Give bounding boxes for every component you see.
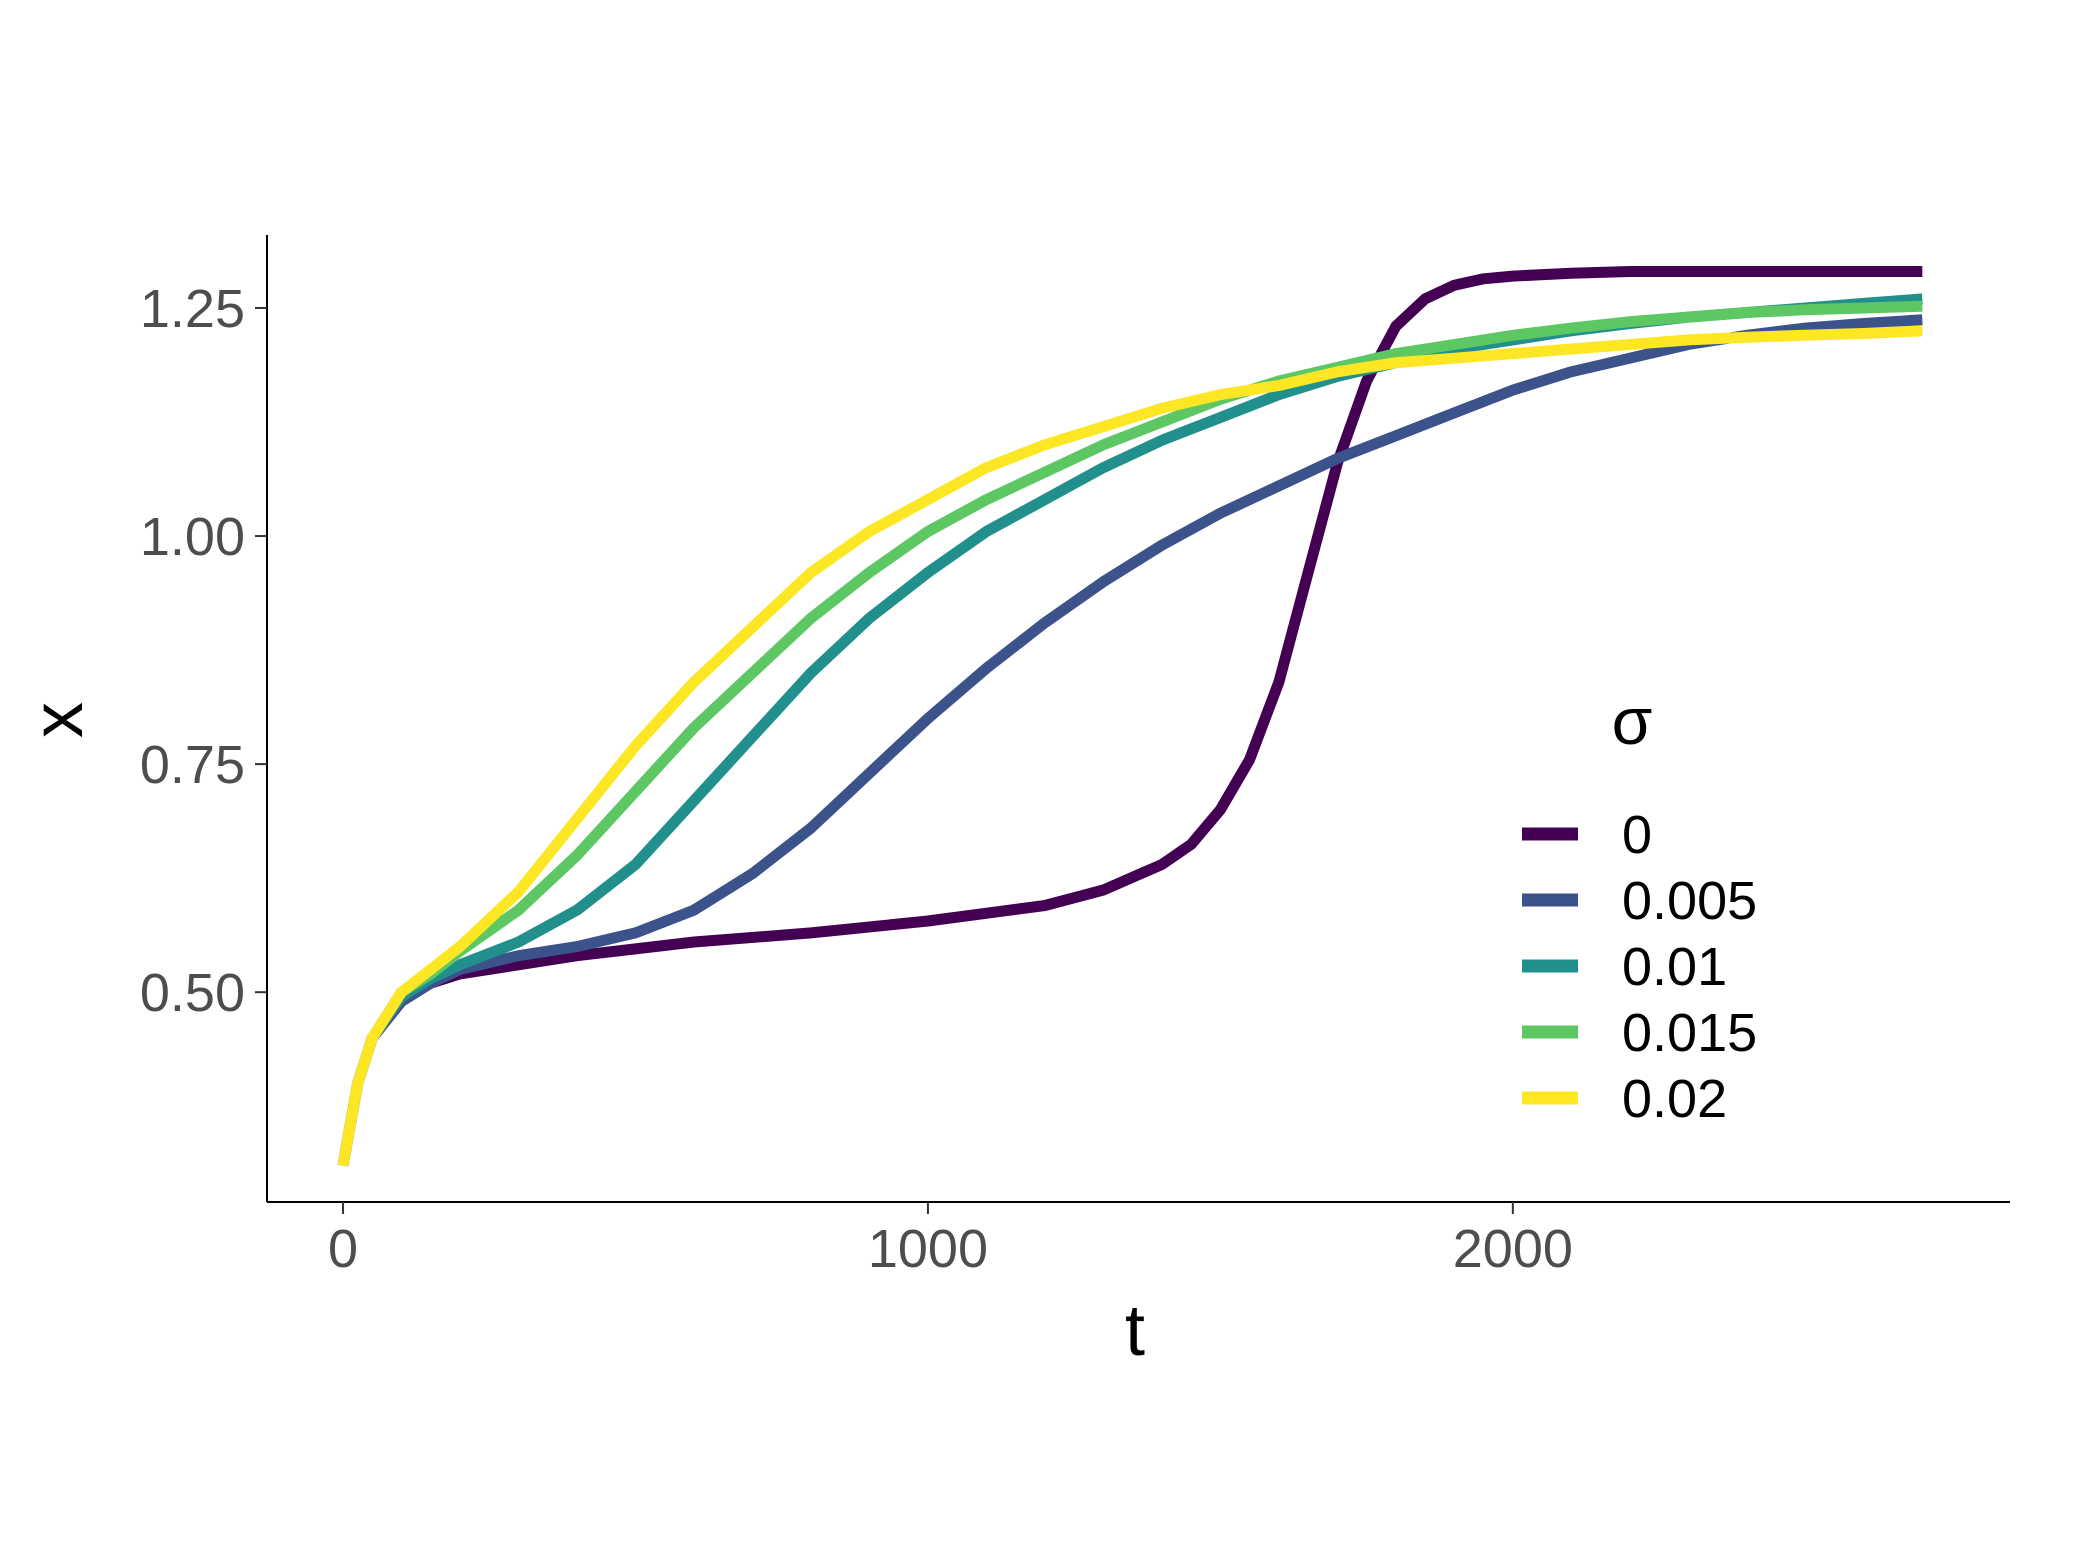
legend-label-3: 0.015: [1622, 1003, 1757, 1063]
x-tick-label: 2000: [1453, 1219, 1573, 1279]
axes-layer: [266, 235, 2010, 1203]
y-axis-title: x: [18, 702, 98, 738]
y-tick-label: 0.75: [140, 735, 245, 795]
legend-label-0: 0: [1622, 805, 1652, 865]
legend-label-1: 0.005: [1622, 871, 1757, 931]
y-tick-label: 1.00: [140, 507, 245, 567]
legend-title: σ: [1612, 684, 1653, 758]
legend-label-2: 0.01: [1622, 937, 1727, 997]
legend-label-4: 0.02: [1622, 1069, 1727, 1129]
x-axis-title: t: [1125, 1291, 1145, 1371]
series-line-4: [337, 325, 1923, 1167]
y-tick-label: 1.25: [140, 279, 245, 339]
x-tick-label: 0: [328, 1219, 358, 1279]
x-tick-label: 1000: [868, 1219, 988, 1279]
y-tick-label: 0.50: [140, 963, 245, 1023]
series-layer: [337, 266, 1923, 1167]
ticks-layer: 0 1000 2000 0.50 0.75 1.00 1.25: [140, 279, 1573, 1279]
